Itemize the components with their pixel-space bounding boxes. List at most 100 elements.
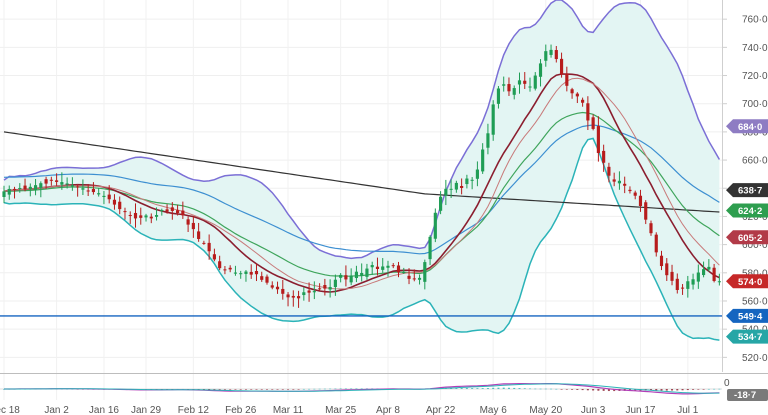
price-tag-bg: [726, 183, 768, 198]
candle: [244, 270, 248, 282]
x-tick-label: Jan 16: [89, 405, 119, 415]
candle: [133, 203, 138, 228]
macd-bar: [686, 389, 689, 391]
candle: [339, 273, 343, 283]
candle-body: [559, 58, 564, 75]
candle: [607, 162, 611, 183]
candle-body: [49, 179, 53, 181]
macd-bar: [271, 389, 274, 390]
candle: [554, 46, 558, 63]
candle: [412, 269, 416, 282]
candle-body: [344, 275, 348, 280]
candle: [265, 274, 269, 285]
price-tag-label: 574·0: [738, 277, 762, 288]
candle-body: [318, 288, 322, 290]
candle: [118, 196, 122, 215]
candle-body: [265, 276, 269, 283]
candle-body: [176, 210, 180, 214]
candle-body: [386, 265, 390, 268]
candle: [165, 204, 169, 214]
candle: [659, 250, 664, 271]
candle: [623, 176, 627, 194]
candle: [344, 265, 348, 287]
candle: [97, 187, 101, 197]
candle-body: [628, 189, 632, 192]
macd-bar: [576, 389, 579, 390]
candle-body: [28, 186, 32, 190]
candle-body: [207, 242, 211, 252]
band-lower-line: [3, 137, 720, 341]
price-tag-bg: [726, 119, 768, 134]
candle-body: [454, 182, 458, 190]
macd-bar: [460, 387, 463, 389]
candle: [665, 258, 669, 281]
price-tag-label: 534·7: [738, 332, 762, 343]
candle: [28, 183, 32, 197]
candle: [575, 92, 579, 104]
candle-body: [23, 185, 27, 190]
macd-bar: [486, 388, 489, 389]
macd-bar: [523, 388, 526, 389]
macd-bar: [502, 387, 505, 389]
candle: [586, 96, 590, 131]
macd-bar: [218, 389, 221, 390]
macd-bar: [649, 389, 652, 391]
candle: [617, 171, 622, 190]
macd-bar: [602, 389, 605, 391]
candle: [144, 213, 148, 222]
candle-body: [617, 180, 622, 184]
macd-bar: [607, 389, 610, 392]
candle-body: [312, 291, 316, 293]
candle-body: [391, 265, 395, 267]
macd-bar: [518, 388, 521, 389]
candle-body: [538, 63, 543, 77]
x-tick-label: Apr 8: [376, 405, 400, 415]
macd-bar: [255, 389, 258, 390]
candle-body: [607, 166, 611, 176]
candle: [70, 177, 74, 191]
candle: [176, 204, 180, 216]
candle-body: [55, 180, 59, 182]
candle: [65, 177, 69, 189]
candle-body: [12, 188, 17, 190]
candle-body: [465, 178, 469, 185]
candle-body: [191, 222, 195, 230]
candle-body: [670, 271, 674, 281]
candle: [612, 172, 616, 187]
y-tick-label: 740·0: [742, 43, 768, 54]
price-tag-bg: [726, 230, 768, 245]
candle: [55, 173, 59, 186]
candle: [381, 258, 385, 273]
x-tick-label: Feb 12: [178, 405, 210, 415]
candle: [512, 85, 516, 100]
candle: [197, 222, 201, 242]
candle-body: [565, 73, 569, 86]
candle-body: [623, 183, 627, 186]
macd-bar: [313, 388, 316, 390]
candle: [581, 97, 585, 107]
candle-body: [581, 99, 585, 103]
macd-bar: [281, 389, 284, 390]
candle-body: [18, 187, 22, 189]
macd-bar: [713, 388, 716, 390]
candle-body: [70, 185, 74, 187]
candle: [254, 263, 259, 282]
candle-body: [249, 271, 253, 275]
candle-body: [365, 268, 369, 277]
candle-body: [407, 275, 411, 279]
candle-body: [633, 192, 637, 196]
candle: [396, 261, 401, 278]
macd-bar: [318, 388, 321, 390]
candle-body: [160, 210, 164, 212]
macd-bar: [529, 388, 532, 390]
candle-body: [702, 269, 706, 276]
candle: [281, 279, 285, 300]
candle-body: [412, 278, 416, 280]
ma-pink-line: [3, 77, 720, 290]
candle: [644, 200, 648, 225]
candle-body: [228, 267, 232, 270]
ma-red-line: [3, 73, 720, 293]
candle-body: [123, 211, 127, 213]
price-tag: 638·7: [726, 183, 768, 198]
candle-body: [186, 219, 190, 225]
